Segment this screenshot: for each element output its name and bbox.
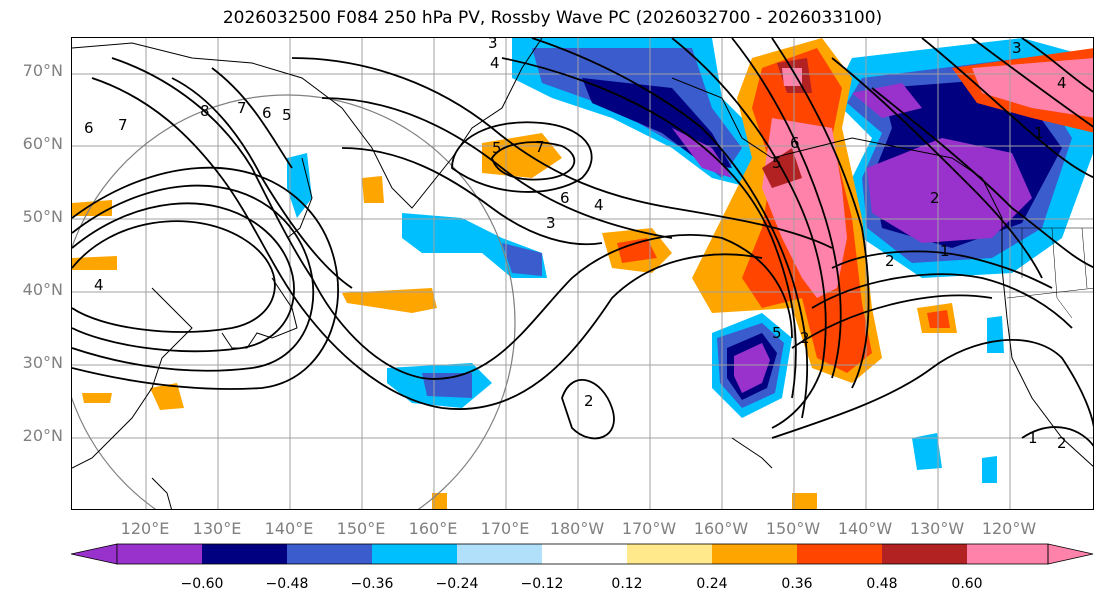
lat-label: 20°N	[22, 426, 63, 445]
contour-label: 6	[84, 119, 94, 137]
colorbar-arrow-min	[71, 543, 118, 565]
lat-label: 40°N	[22, 280, 63, 299]
contour-label-group: 3 4 5 6 7 8 6 7 5 7 6 4 3 4 2 2 2 5 6 1 …	[84, 38, 1067, 452]
pv-contours	[72, 38, 1093, 447]
colorbar-tick-label: 0.12	[611, 576, 643, 592]
contour-label: 6	[262, 104, 272, 122]
lat-label: 50°N	[22, 207, 63, 226]
coastlines	[72, 38, 1093, 509]
colorbar-tick-label: −0.36	[350, 576, 394, 592]
lon-label: 140°W	[837, 519, 893, 538]
radius-circle	[72, 94, 516, 509]
contour-label: 4	[594, 196, 604, 214]
lon-label: 130°E	[192, 519, 242, 538]
colorbar-tick-label: 0.24	[696, 576, 728, 592]
contour-label: 3	[1012, 39, 1022, 57]
contour-label: 2	[930, 189, 940, 207]
colorbar	[71, 543, 1094, 565]
contour-label: 2	[584, 392, 594, 410]
lat-label: 60°N	[22, 134, 63, 153]
contour-label: 4	[94, 276, 104, 294]
colorbar-arrow-max	[1047, 543, 1094, 565]
contour-label: 6	[560, 189, 570, 207]
contour-label: 5	[772, 324, 782, 342]
lon-label: 150°E	[336, 519, 386, 538]
colorbar-swatch	[202, 544, 287, 564]
graticule	[72, 38, 1093, 509]
contour-label: 4	[490, 54, 500, 72]
map-canvas: 3 4 5 6 7 8 6 7 5 7 6 4 3 4 2 2 2 5 6 1 …	[72, 38, 1093, 509]
lon-label: 180°W	[549, 519, 605, 538]
contour-label: 7	[535, 138, 545, 156]
colorbar-swatch	[712, 544, 797, 564]
lon-label: 130°W	[909, 519, 965, 538]
colorbar-swatch	[372, 544, 457, 564]
map-panel: 3 4 5 6 7 8 6 7 5 7 6 4 3 4 2 2 2 5 6 1 …	[71, 37, 1094, 510]
contour-label: 1	[1034, 124, 1044, 142]
contour-label: 5	[772, 154, 782, 172]
contour-label: 3	[546, 214, 556, 232]
contour-label: 2	[800, 329, 810, 347]
colorbar-outline	[116, 543, 1049, 565]
colorbar-tick-label: −0.60	[180, 576, 224, 592]
contour-label: 7	[237, 99, 247, 117]
contour-label: 3	[488, 38, 498, 52]
colorbar-swatch	[457, 544, 542, 564]
lon-label: 120°E	[120, 519, 170, 538]
colorbar-tick-label: −0.24	[435, 576, 479, 592]
lat-label: 70°N	[22, 61, 63, 80]
borders	[1002, 227, 1093, 319]
contour-label: 2	[1057, 434, 1067, 452]
colorbar-swatch	[797, 544, 882, 564]
colorbar-swatch	[882, 544, 967, 564]
contour-label: 7	[118, 116, 128, 134]
lon-label: 120°W	[981, 519, 1037, 538]
contour-label: 4	[1057, 74, 1067, 92]
colorbar-tick-label: 0.48	[866, 576, 898, 592]
colorbar-tick-label: −0.12	[520, 576, 564, 592]
lon-label: 170°W	[621, 519, 677, 538]
contour-label: 6	[790, 134, 800, 152]
lon-label: 150°W	[765, 519, 821, 538]
contour-label: 5	[282, 106, 292, 124]
colorbar-swatch	[117, 544, 202, 564]
contour-label: 1	[1028, 429, 1038, 447]
contour-label: 2	[885, 252, 895, 270]
colorbar-tick-label: −0.48	[265, 576, 309, 592]
colorbar-tick-label: 0.36	[781, 576, 813, 592]
lon-label: 160°E	[408, 519, 458, 538]
lon-label: 160°W	[693, 519, 749, 538]
contour-label: 8	[200, 102, 210, 120]
lat-label: 30°N	[22, 353, 63, 372]
colorbar-tick-label: 0.60	[951, 576, 983, 592]
contour-label: 1	[940, 242, 950, 260]
colorbar-swatch	[967, 544, 1048, 564]
contour-label: 5	[492, 139, 502, 157]
map-title: 2026032500 F084 250 hPa PV, Rossby Wave …	[222, 8, 883, 28]
colorbar-swatch	[542, 544, 627, 564]
colorbar-swatch	[287, 544, 372, 564]
colorbar-swatch	[627, 544, 712, 564]
lon-label: 140°E	[264, 519, 314, 538]
lon-label: 170°E	[480, 519, 530, 538]
